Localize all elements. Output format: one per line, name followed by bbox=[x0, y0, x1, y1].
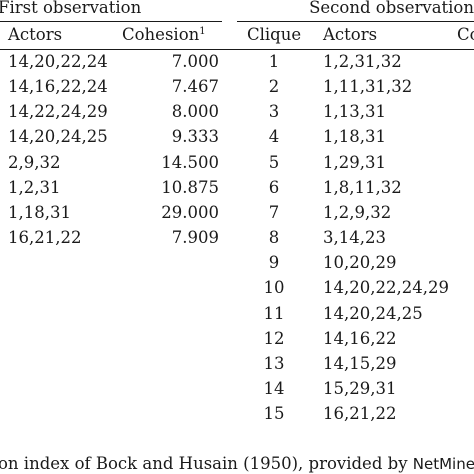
first-row-cohesion: 29.000 bbox=[161, 203, 219, 222]
second-row-clique: 6 bbox=[268, 178, 280, 197]
first-row-actors: 14,20,24,25 bbox=[8, 127, 108, 146]
second-row-actors: 1,2,9,32 bbox=[323, 203, 392, 222]
first-row-cohesion: 8.000 bbox=[171, 102, 219, 121]
second-row-clique: 1 bbox=[268, 52, 280, 71]
second-row-actors: 10,20,29 bbox=[323, 253, 397, 272]
first-row-actors: 2,9,32 bbox=[8, 153, 61, 172]
footnote-software: NetMiner bbox=[412, 455, 474, 473]
second-row-actors: 16,21,22 bbox=[323, 404, 397, 423]
second-row-actors: 1,11,31,32 bbox=[323, 77, 413, 96]
second-row-clique: 15 bbox=[263, 404, 285, 423]
col-header-cohesion-text: Cohesion bbox=[122, 25, 200, 44]
second-observation-rule bbox=[237, 21, 474, 22]
second-row-actors: 1,18,31 bbox=[323, 127, 386, 146]
first-row-cohesion: 7.000 bbox=[171, 52, 219, 71]
first-row-cohesion: 10.875 bbox=[161, 178, 219, 197]
second-row-clique: 12 bbox=[263, 329, 285, 348]
first-observation-title: First observation bbox=[0, 0, 142, 17]
second-row-actors: 15,29,31 bbox=[323, 379, 397, 398]
second-row-actors: 1,2,31,32 bbox=[323, 52, 402, 71]
second-row-clique: 9 bbox=[268, 253, 280, 272]
first-row-cohesion: 7.467 bbox=[171, 77, 219, 96]
second-row-clique: 4 bbox=[268, 127, 280, 146]
second-row-clique: 10 bbox=[263, 278, 285, 297]
second-row-actors: 14,20,24,25 bbox=[323, 304, 423, 323]
second-row-actors: 14,16,22 bbox=[323, 329, 397, 348]
col-header-actors-first: Actors bbox=[8, 25, 63, 44]
first-row-actors: 14,16,22,24 bbox=[8, 77, 108, 96]
second-row-actors: 1,8,11,32 bbox=[323, 178, 402, 197]
second-row-clique: 3 bbox=[268, 102, 280, 121]
first-row-actors: 16,21,22 bbox=[8, 228, 82, 247]
first-observation-rule bbox=[0, 21, 222, 22]
second-row-actors: 1,13,31 bbox=[323, 102, 386, 121]
second-row-clique: 13 bbox=[263, 354, 285, 373]
second-row-clique: 5 bbox=[268, 153, 280, 172]
second-row-actors: 14,20,22,24,29 bbox=[323, 278, 449, 297]
footnote: on index of Bock and Husain (1950), prov… bbox=[0, 454, 474, 474]
first-row-cohesion: 14.500 bbox=[161, 153, 219, 172]
second-row-actors: 14,15,29 bbox=[323, 354, 397, 373]
footnote-marker: 1 bbox=[199, 26, 206, 37]
first-row-actors: 1,2,31 bbox=[8, 178, 61, 197]
second-row-actors: 1,29,31 bbox=[323, 153, 386, 172]
header-rule bbox=[0, 49, 474, 50]
second-row-actors: 3,14,23 bbox=[323, 228, 386, 247]
second-observation-title: Second observation bbox=[309, 0, 474, 17]
footnote-prefix: on index of Bock and Husain (1950), prov… bbox=[0, 454, 413, 473]
col-header-cut: Co bbox=[457, 25, 474, 44]
col-header-cohesion: Cohesion1 bbox=[122, 25, 206, 45]
col-header-actors-second: Actors bbox=[323, 25, 378, 44]
first-row-actors: 14,22,24,29 bbox=[8, 102, 108, 121]
second-row-clique: 2 bbox=[268, 77, 280, 96]
second-row-clique: 11 bbox=[263, 304, 285, 323]
second-row-clique: 14 bbox=[263, 379, 285, 398]
first-row-cohesion: 9.333 bbox=[171, 127, 219, 146]
first-row-actors: 14,20,22,24 bbox=[8, 52, 108, 71]
col-header-clique: Clique bbox=[247, 25, 302, 44]
first-row-actors: 1,18,31 bbox=[8, 203, 71, 222]
second-row-clique: 8 bbox=[268, 228, 280, 247]
second-row-clique: 7 bbox=[268, 203, 280, 222]
first-row-cohesion: 7.909 bbox=[171, 228, 219, 247]
